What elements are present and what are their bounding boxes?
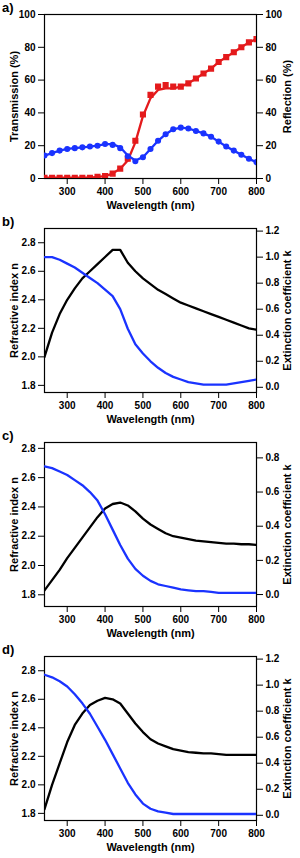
svg-text:Extinction coefficient k: Extinction coefficient k [281, 249, 293, 370]
svg-text:800: 800 [248, 828, 265, 839]
svg-text:0.8: 0.8 [266, 277, 280, 288]
svg-text:1.2: 1.2 [266, 225, 280, 236]
svg-text:0.6: 0.6 [266, 303, 280, 314]
svg-text:0.2: 0.2 [266, 555, 280, 566]
svg-text:2.0: 2.0 [22, 779, 36, 790]
svg-text:2.8: 2.8 [22, 665, 36, 676]
svg-text:0: 0 [30, 173, 36, 184]
svg-text:Refractive index n: Refractive index n [8, 263, 20, 358]
svg-text:1.2: 1.2 [266, 653, 280, 664]
svg-text:0.2: 0.2 [266, 783, 280, 794]
svg-text:1.8: 1.8 [22, 380, 36, 391]
svg-text:500: 500 [135, 828, 152, 839]
svg-text:0.2: 0.2 [266, 355, 280, 366]
svg-text:300: 300 [59, 828, 76, 839]
svg-text:80: 80 [266, 42, 278, 53]
svg-text:400: 400 [97, 400, 114, 411]
svg-text:Reflection (%): Reflection (%) [281, 59, 293, 133]
svg-text:2.4: 2.4 [22, 722, 36, 733]
svg-text:60: 60 [24, 74, 36, 85]
svg-text:2.2: 2.2 [22, 323, 36, 334]
svg-text:1.8: 1.8 [22, 589, 36, 600]
svg-text:700: 700 [210, 186, 227, 197]
svg-text:2.2: 2.2 [22, 751, 36, 762]
svg-text:Refractive index n: Refractive index n [8, 477, 20, 572]
svg-text:0.6: 0.6 [266, 731, 280, 742]
svg-text:Transmission (%): Transmission (%) [8, 51, 20, 142]
svg-text:1.0: 1.0 [266, 679, 280, 690]
svg-text:700: 700 [210, 614, 227, 625]
svg-text:300: 300 [59, 400, 76, 411]
svg-text:500: 500 [135, 614, 152, 625]
svg-text:100: 100 [266, 9, 283, 20]
svg-text:Wavelength (nm): Wavelength (nm) [106, 841, 195, 853]
html-text:b): b) [2, 214, 15, 229]
svg-text:0.4: 0.4 [266, 520, 280, 531]
svg-text:40: 40 [24, 107, 36, 118]
svg-text:40: 40 [266, 107, 278, 118]
svg-text:400: 400 [97, 614, 114, 625]
svg-text:1.0: 1.0 [266, 251, 280, 262]
svg-text:0.0: 0.0 [266, 381, 280, 392]
svg-text:2.4: 2.4 [22, 501, 36, 512]
svg-text:Wavelength (nm): Wavelength (nm) [106, 413, 195, 425]
svg-text:2.4: 2.4 [22, 294, 36, 305]
svg-text:700: 700 [210, 828, 227, 839]
html-text:c): c) [2, 428, 14, 443]
svg-text:0: 0 [266, 173, 272, 184]
svg-text:Extinction coefficient k: Extinction coefficient k [281, 463, 293, 584]
svg-text:100: 100 [19, 9, 36, 20]
svg-text:2.6: 2.6 [22, 693, 36, 704]
svg-text:Wavelength (nm): Wavelength (nm) [106, 627, 195, 639]
svg-text:2.8: 2.8 [22, 443, 36, 454]
svg-text:2.0: 2.0 [22, 351, 36, 362]
svg-text:0.4: 0.4 [266, 757, 280, 768]
svg-text:0.4: 0.4 [266, 329, 280, 340]
svg-text:0.8: 0.8 [266, 705, 280, 716]
svg-text:400: 400 [97, 186, 114, 197]
svg-text:2.6: 2.6 [22, 265, 36, 276]
svg-text:400: 400 [97, 828, 114, 839]
svg-text:20: 20 [266, 140, 278, 151]
svg-text:600: 600 [172, 828, 189, 839]
svg-text:2.8: 2.8 [22, 237, 36, 248]
svg-text:600: 600 [172, 400, 189, 411]
svg-text:700: 700 [210, 400, 227, 411]
svg-text:Refractive index n: Refractive index n [8, 691, 20, 786]
svg-text:800: 800 [248, 186, 265, 197]
svg-text:500: 500 [135, 186, 152, 197]
svg-text:Wavelength (nm): Wavelength (nm) [106, 199, 195, 211]
html-text:d): d) [2, 642, 15, 657]
svg-text:800: 800 [248, 400, 265, 411]
svg-text:500: 500 [135, 400, 152, 411]
svg-text:1.8: 1.8 [22, 808, 36, 819]
svg-text:0.8: 0.8 [266, 452, 280, 463]
svg-text:80: 80 [24, 42, 36, 53]
svg-text:600: 600 [172, 186, 189, 197]
svg-text:0.0: 0.0 [266, 589, 280, 600]
svg-text:Extinction coefficient k: Extinction coefficient k [281, 677, 293, 798]
svg-text:300: 300 [59, 186, 76, 197]
svg-text:300: 300 [59, 614, 76, 625]
svg-text:600: 600 [172, 614, 189, 625]
svg-text:800: 800 [248, 614, 265, 625]
svg-text:60: 60 [266, 74, 278, 85]
svg-text:20: 20 [24, 140, 36, 151]
svg-text:0.6: 0.6 [266, 486, 280, 497]
svg-text:2.0: 2.0 [22, 560, 36, 571]
html-text:a): a) [2, 0, 14, 15]
svg-text:2.2: 2.2 [22, 530, 36, 541]
svg-text:2.6: 2.6 [22, 472, 36, 483]
svg-text:0.0: 0.0 [266, 809, 280, 820]
